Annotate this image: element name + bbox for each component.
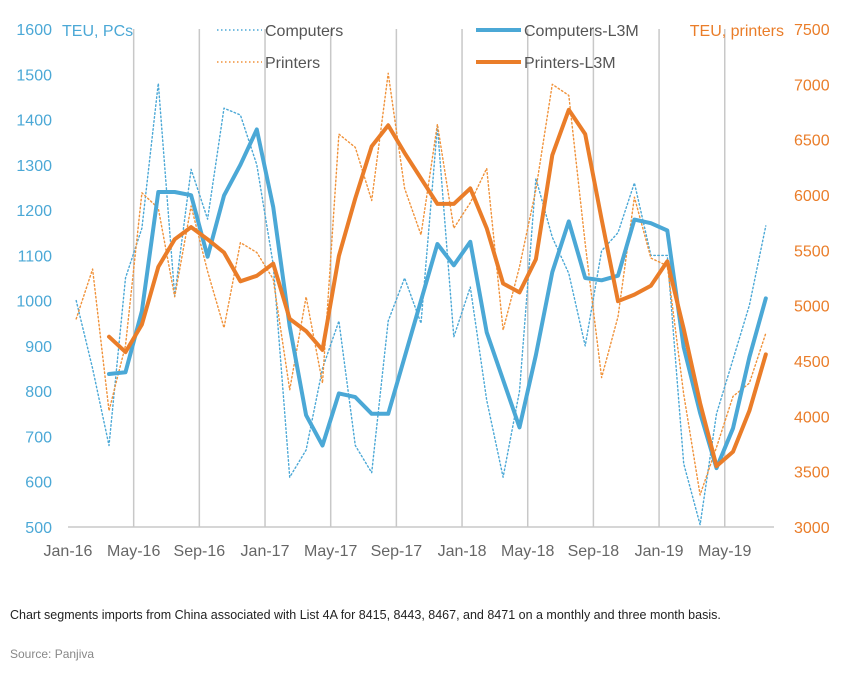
left-tick-label: 900 (25, 339, 52, 356)
series-line-computers-l3m (107, 127, 768, 471)
x-tick-label: May-17 (304, 543, 357, 560)
right-tick-label: 4500 (794, 354, 830, 371)
legend-label: Printers-L3M (524, 55, 616, 72)
right-tick-label: 3000 (794, 520, 830, 537)
left-tick-label: 1100 (18, 248, 53, 265)
left-tick-label: 1500 (16, 67, 52, 84)
chart-source: Source: Panjiva (10, 647, 95, 661)
legend-label: Printers (265, 55, 320, 72)
series-line-computers (75, 82, 767, 526)
left-tick-label: 1400 (16, 113, 52, 130)
right-tick-label: 6500 (794, 133, 830, 150)
axes: Jan-16 May-16 Sep-16 Jan-17 May-17 Sep-17 Jan-… (16, 22, 829, 560)
left-tick-label: 1200 (16, 203, 52, 220)
right-tick-label: 7500 (794, 22, 830, 39)
left-tick-label: 600 (25, 475, 52, 492)
left-tick-label: 1300 (16, 158, 52, 175)
series-line-printers (75, 72, 767, 496)
right-tick-label: 6000 (794, 188, 830, 205)
x-tick-label: Sep-17 (371, 543, 423, 560)
right-tick-label: 7000 (794, 77, 830, 94)
series-lines (75, 72, 768, 526)
x-tick-label: Jan-18 (438, 543, 487, 560)
x-tick-label: Jan-17 (241, 543, 290, 560)
x-tick-label: May-18 (501, 543, 554, 560)
legend: Computers Printers Computers-L3M Printers-L… (217, 23, 639, 72)
right-tick-label: 5500 (794, 243, 830, 260)
left-tick-label: 500 (25, 520, 52, 537)
series-line-printers-l3m (107, 107, 768, 469)
x-tick-label: May-19 (698, 543, 751, 560)
x-tick-label: Jan-16 (44, 543, 93, 560)
right-tick-label: 3500 (794, 465, 830, 482)
dual-axis-line-chart: Jan-16 May-16 Sep-16 Jan-17 May-17 Sep-17 Jan-… (16, 22, 829, 560)
legend-label: Computers (265, 23, 343, 40)
right-tick-label: 4000 (794, 409, 830, 426)
x-tick-label: Jan-19 (635, 543, 684, 560)
right-axis-title: TEU, printers (690, 23, 784, 40)
chart-caption: Chart segments imports from China associ… (10, 608, 721, 622)
x-tick-label: Sep-16 (174, 543, 226, 560)
legend-label: Computers-L3M (524, 23, 639, 40)
left-axis-title: TEU, PCs (62, 23, 133, 40)
right-tick-label: 5000 (794, 299, 830, 316)
left-tick-label: 700 (25, 429, 52, 446)
x-tick-label: Sep-18 (568, 543, 620, 560)
left-tick-label: 1600 (16, 22, 52, 39)
left-tick-label: 800 (25, 384, 52, 401)
left-tick-label: 1000 (16, 294, 52, 311)
x-tick-label: May-16 (107, 543, 160, 560)
